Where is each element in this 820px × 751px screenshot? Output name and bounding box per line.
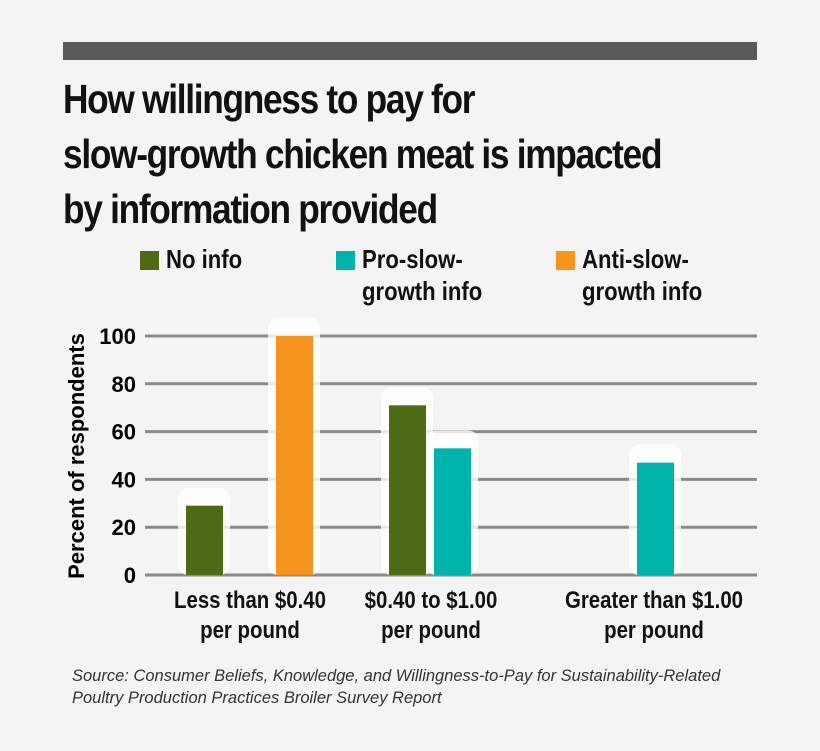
bar <box>637 462 674 575</box>
legend-swatch-pro <box>336 251 355 270</box>
source-note: Source: Consumer Beliefs, Knowledge, and… <box>72 667 721 707</box>
legend-swatch-no-info <box>140 251 159 270</box>
y-tick-label: 60 <box>112 420 136 445</box>
x-tick-label-1: $0.40 to $1.00 per pound <box>364 587 498 644</box>
legend-label-pro: Pro-slow- growth info <box>362 244 483 306</box>
y-tick-label: 20 <box>112 515 136 540</box>
x-tick-label-2: Greater than $1.00 per pound <box>564 587 744 644</box>
y-tick-label: 40 <box>112 467 136 492</box>
bar <box>389 405 426 575</box>
y-axis-label: Percent of respondents <box>64 333 89 579</box>
chart-title: How willingness to pay for slow-growth c… <box>63 76 662 232</box>
legend-label-anti: Anti-slow- growth info <box>582 244 703 306</box>
bar <box>186 505 223 575</box>
x-tick-label-0: Less than $0.40 per pound <box>174 587 326 644</box>
y-tick-label: 80 <box>112 372 136 397</box>
y-tick-label: 0 <box>124 563 136 588</box>
legend-label-no-info: No info <box>166 244 243 274</box>
bar <box>434 448 471 575</box>
legend-swatch-anti <box>556 251 575 270</box>
y-tick-label: 100 <box>99 324 136 349</box>
bar <box>276 336 313 575</box>
header-bar <box>63 42 757 60</box>
